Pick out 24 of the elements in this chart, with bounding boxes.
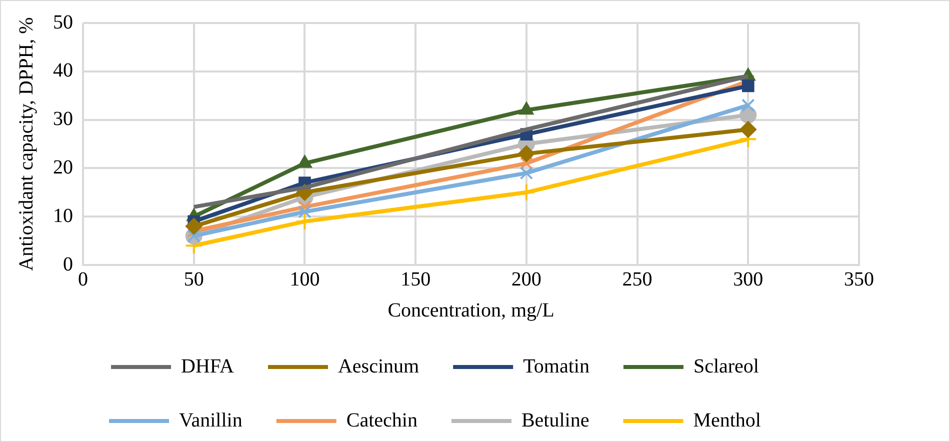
y-axis-title: Antioxidant capacity, DPPH, %: [15, 17, 38, 271]
legend-label: Catechin: [346, 409, 418, 432]
legend-label: Betuline: [521, 409, 590, 432]
x-tick-label: 300: [733, 268, 764, 290]
y-tick-label: 30: [53, 108, 73, 130]
y-tick-label: 40: [53, 60, 73, 82]
y-tick-label: 50: [53, 11, 73, 34]
legend-label: Tomatin: [523, 355, 590, 378]
x-tick-label: 250: [622, 268, 652, 290]
legend-label: Aescinum: [338, 355, 420, 378]
legend-label: DHFA: [181, 355, 235, 378]
x-tick-label: 350: [844, 268, 874, 290]
y-tick-label: 10: [53, 204, 73, 227]
legend-label: Menthol: [693, 409, 762, 432]
x-tick-label: 0: [78, 268, 88, 290]
x-tick-label: 50: [184, 268, 204, 290]
x-tick-label: 100: [290, 268, 320, 290]
y-tick-label: 20: [53, 156, 73, 178]
x-tick-label: 200: [511, 268, 542, 290]
legend-label: Sclareol: [693, 355, 760, 378]
y-tick-label: 0: [63, 253, 73, 276]
x-axis-title: Concentration, mg/L: [388, 299, 554, 322]
x-tick-label: 150: [400, 268, 431, 290]
legend-label: Vanillin: [179, 409, 242, 432]
